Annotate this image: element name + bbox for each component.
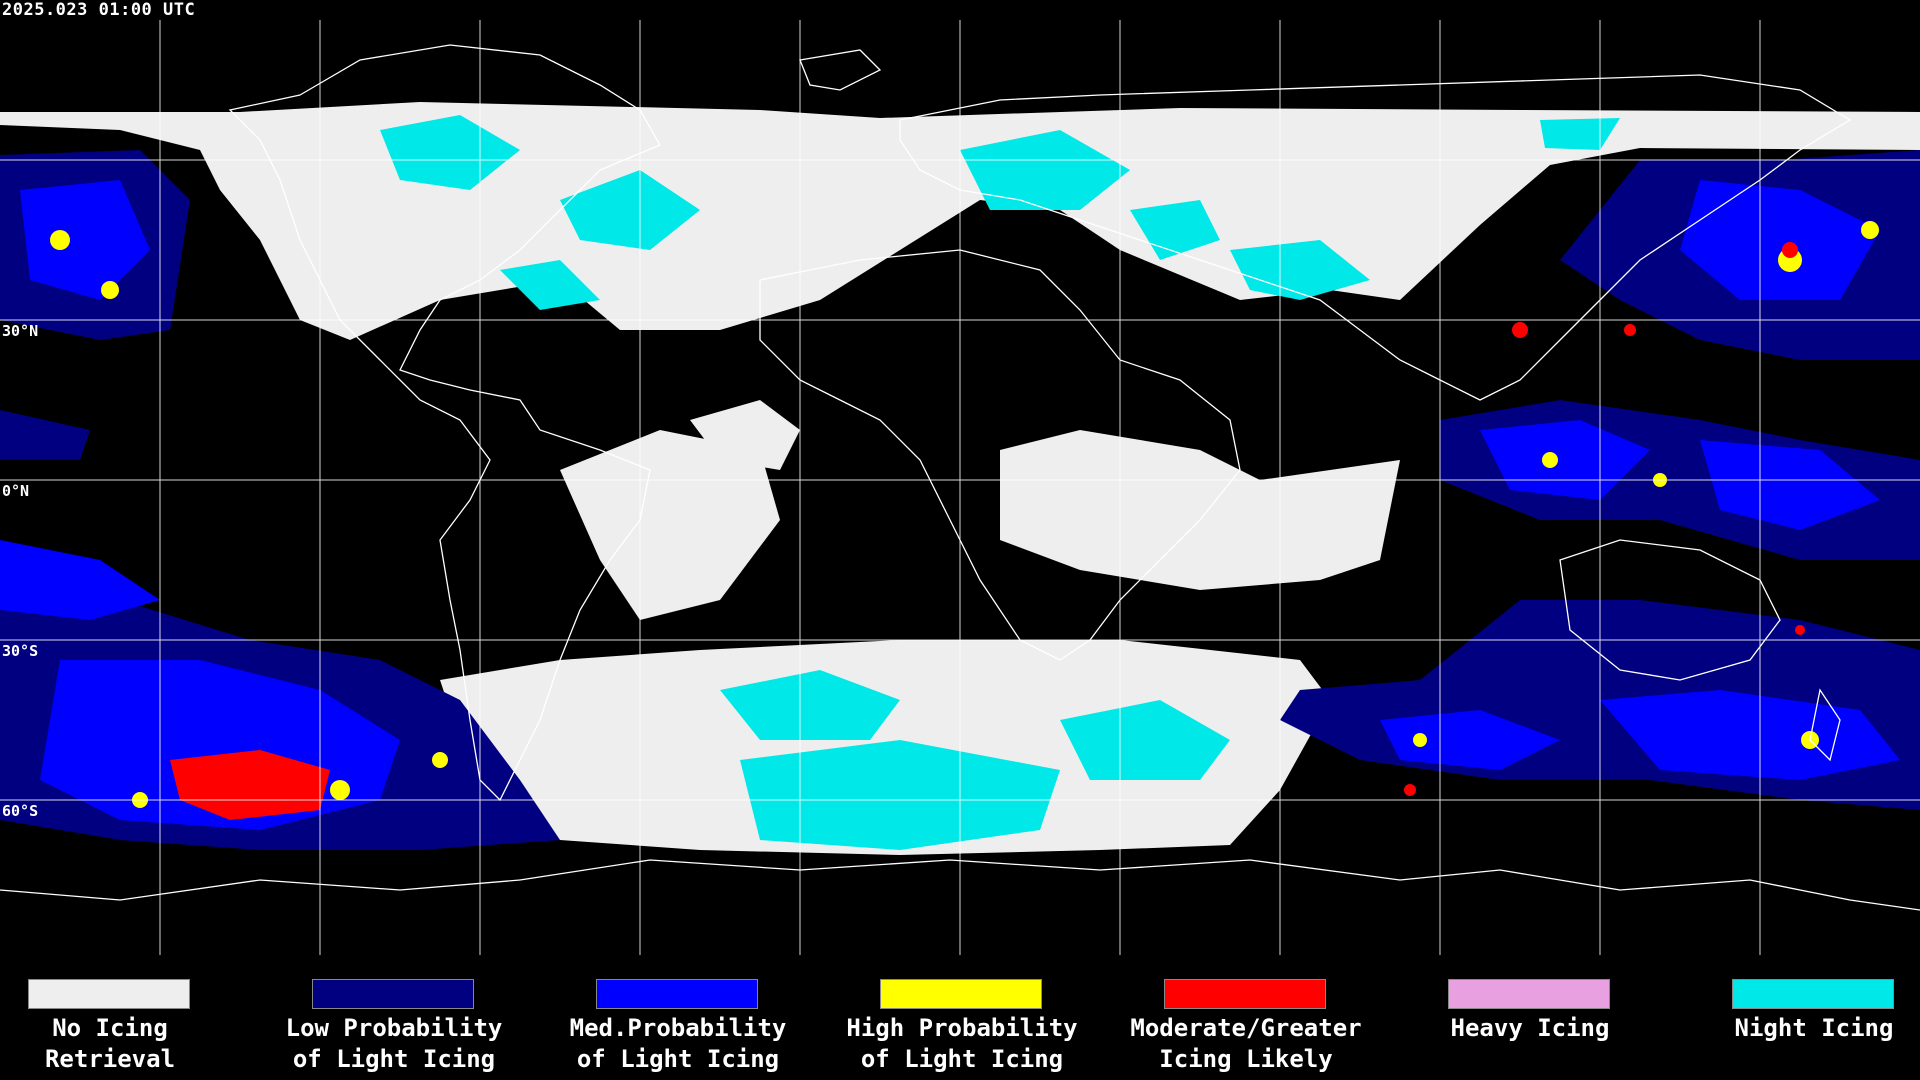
legend-swatch-night-icing [1732, 979, 1894, 1009]
graticule [0, 20, 1920, 955]
lat-label-30s: 30°S [2, 642, 39, 660]
lat-label-0n: 0°N [2, 482, 30, 500]
legend-label-low-probability: Low Probability of Light Icing [285, 1014, 503, 1073]
legend-swatch-heavy-icing [1448, 979, 1610, 1009]
lat-label-30n: 30°N [2, 322, 39, 340]
legend-swatch-med-probability [596, 979, 758, 1009]
legend-swatch-low-probability [312, 979, 474, 1009]
legend-label-night-icing: Night Icing [1734, 1014, 1894, 1042]
legend-label-med-probability: Med.Probability of Light Icing [569, 1014, 787, 1073]
icing-map [0, 20, 1920, 955]
night-icing-regions [380, 115, 1620, 850]
legend-label-moderate-greater: Moderate/Greater Icing Likely [1130, 1014, 1362, 1073]
legend-swatch-moderate-greater [1164, 979, 1326, 1009]
timestamp: 2025.023 01:00 UTC [2, 0, 196, 20]
lat-label-60s: 60°S [2, 802, 39, 820]
moderate-greater-regions [170, 242, 1805, 820]
legend-label-heavy-icing: Heavy Icing [1450, 1014, 1610, 1042]
legend-label-no-icing: No Icing Retrieval [44, 1014, 176, 1073]
legend-swatch-no-icing [28, 979, 190, 1009]
legend: No Icing Retrieval Low Probability of Ligh… [0, 955, 1920, 1080]
legend-label-high-probability: High Probability of Light Icing [846, 1014, 1078, 1073]
legend-swatch-high-probability [880, 979, 1042, 1009]
